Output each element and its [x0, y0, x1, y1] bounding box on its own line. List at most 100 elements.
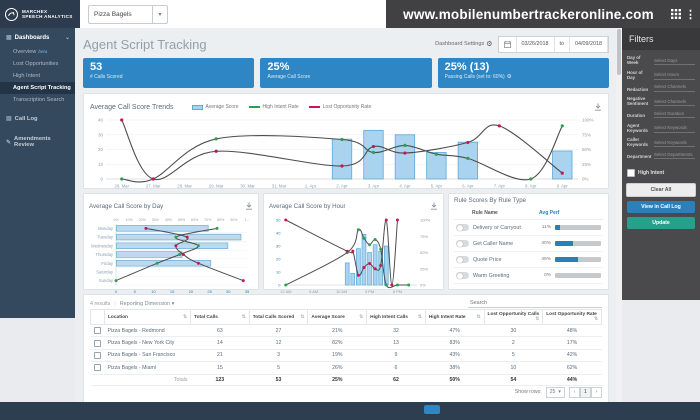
date-to-field[interactable]: 04/09/2018	[569, 36, 608, 52]
scrollbar-thumb[interactable]	[617, 29, 621, 75]
filter-select[interactable]: Select Channels	[654, 99, 695, 106]
view-in-call-log-button[interactable]: View in Call Log	[627, 200, 695, 213]
sidebar-item-overview[interactable]: Overview beta	[13, 49, 48, 55]
rows-per-page-select[interactable]: 25 ▾	[545, 386, 565, 398]
rule-toggle[interactable]	[456, 224, 469, 231]
apps-grid-icon[interactable]	[671, 9, 681, 19]
sort-icon[interactable]: ⇅	[535, 317, 540, 322]
sort-icon[interactable]: ⇅	[476, 314, 481, 320]
sort-icon[interactable]: ⇅	[300, 314, 305, 320]
row-checkbox[interactable]	[94, 327, 101, 335]
column-header[interactable]: High Intent Rate ⇅	[424, 309, 485, 325]
table-search-input[interactable]	[468, 299, 602, 308]
column-header[interactable]: Average Score ⇅	[307, 309, 368, 325]
svg-text:3 PM: 3 PM	[365, 289, 374, 294]
value-cell: 5	[484, 349, 543, 363]
vertical-scrollbar[interactable]	[616, 28, 622, 402]
sidebar-item-transcription-search[interactable]: Transcription Search	[13, 97, 65, 103]
totals-label: Totals	[104, 373, 191, 386]
update-button[interactable]: Update	[627, 216, 695, 229]
column-header[interactable]: High Intent Calls ⇅	[366, 309, 426, 325]
reporting-dimension-dropdown[interactable]: Reporting Dimension ▾	[119, 300, 175, 307]
brand-logo-block[interactable]: MARCHEX SPEECH ANALYTICS	[0, 0, 80, 28]
sort-icon[interactable]: ⇅	[417, 314, 422, 320]
sidebar-item-agent-script-tracking[interactable]: Agent Script Tracking	[0, 82, 75, 94]
gear-icon: ⚙	[486, 41, 493, 48]
rule-toggle[interactable]	[456, 256, 469, 263]
column-header[interactable]: Total Calls Scored ⇅	[248, 309, 309, 325]
rule-name: Warm Greeting	[473, 272, 510, 279]
column-header[interactable]: Location ⇅	[104, 309, 191, 325]
by-day-chart[interactable]: 0% 10% 20% 30% 40% 50% 60% 70% 80% 90% 1... 0 5 10 15 2…	[89, 215, 252, 295]
filter-label: Hour of Day	[627, 69, 643, 80]
sidebar-section-dashboards[interactable]: ▦ Dashboards ⌄	[0, 28, 75, 46]
prev-page-button[interactable]: ‹	[569, 386, 580, 398]
column-header[interactable]: Total Calls ⇅	[190, 309, 250, 325]
clear-all-button[interactable]: Clear All	[626, 182, 696, 197]
current-page[interactable]: 1	[580, 386, 591, 398]
svg-text:75%: 75%	[582, 132, 591, 137]
sort-icon[interactable]: ⇅	[182, 314, 187, 320]
filter-select[interactable]: Select Channels	[654, 84, 695, 92]
filter-field: Hour of Day Select Hours	[627, 70, 695, 80]
high-intent-filter[interactable]: High Intent	[622, 166, 700, 183]
high-intent-checkbox[interactable]	[627, 168, 635, 177]
by-hour-chart[interactable]: 0 10 20 30 40 50 0% 25% 50% 75% 100% 12 AM 5 AM 10 AM…	[269, 215, 437, 295]
download-icon[interactable]	[594, 98, 602, 116]
svg-text:50%: 50%	[420, 250, 428, 255]
svg-text:10: 10	[276, 270, 281, 275]
trends-title: Average Call Score Trends	[90, 103, 174, 111]
overflow-menu-icon[interactable]: ⋮	[685, 8, 696, 21]
sort-icon[interactable]: ⇅	[359, 314, 364, 320]
kpi-row: 53 # Calls Scored 25% Average Call Score…	[83, 58, 609, 88]
column-header[interactable]: Lost Opportunity Calls ⇅	[483, 309, 544, 325]
sidebar-item-high-intent[interactable]: High Intent	[13, 73, 41, 79]
rule-row: Warm Greeting 0%	[454, 268, 603, 284]
filter-select[interactable]: Select Departments	[654, 152, 695, 159]
sort-icon[interactable]: ⇅	[593, 317, 598, 322]
gear-icon[interactable]: ⚙	[506, 74, 512, 80]
filter-select[interactable]: Select Duration	[654, 111, 695, 118]
rule-toggle[interactable]	[456, 240, 469, 247]
date-from-field[interactable]: 03/26/2018	[515, 36, 555, 52]
next-page-button[interactable]: ›	[591, 386, 602, 398]
totals-row: Totals 123 53 25% 62 50% 54 44%	[90, 373, 602, 386]
filter-select[interactable]: Select Keywords	[654, 140, 695, 147]
value-cell: 48%	[542, 324, 602, 338]
footer-button[interactable]	[424, 405, 440, 414]
row-checkbox[interactable]	[94, 351, 101, 359]
rule-toggle[interactable]	[456, 272, 469, 279]
pagination: ‹ 1 ›	[569, 386, 602, 398]
svg-text:4. Apr: 4. Apr	[399, 184, 411, 189]
sidebar-item-amendments-review[interactable]: ✎ Amendments Review	[6, 136, 51, 148]
row-checkbox[interactable]	[94, 339, 101, 347]
date-range-picker[interactable]: 03/26/2018 to 04/09/2018	[497, 35, 609, 53]
sidebar-item-call-log[interactable]: ▤ Call Log	[6, 115, 38, 123]
svg-text:30: 30	[276, 244, 281, 249]
svg-text:20: 20	[189, 289, 194, 294]
sort-icon[interactable]: ⇅	[241, 314, 246, 320]
filter-label: Negative Sentiment	[627, 96, 649, 106]
column-header[interactable]: Lost Opportunity Rate ⇅	[542, 309, 602, 325]
download-icon[interactable]	[430, 197, 438, 215]
rule-scores-panel: Rule Scores By Rule Type Rule Name Avg P…	[448, 193, 609, 290]
download-icon[interactable]	[245, 197, 253, 215]
filter-label: Redaction	[627, 86, 649, 92]
rule-value: 49%	[541, 257, 551, 262]
calendar-icon	[499, 37, 516, 52]
filter-field: Department Select Departments	[627, 152, 695, 159]
filter-select[interactable]: Select Hours	[654, 72, 695, 80]
filter-select[interactable]: Select Keywords	[654, 125, 695, 133]
sidebar-item-lost-opportunities[interactable]: Lost Opportunities	[13, 61, 59, 67]
trends-panel: Average Call Score Trends Average Score …	[83, 93, 609, 189]
watermark-bar: www.mobilenumbertrackeronline.com ⋮	[386, 0, 700, 28]
account-selector[interactable]: Pizza Bagels ▾	[88, 5, 168, 24]
locations-table: Location ⇅ Total Calls ⇅ Total Calls Scored ⇅…	[90, 309, 602, 386]
filter-select[interactable]: Select Days	[654, 58, 695, 65]
location-cell: Pizza Bagels - New York City	[104, 336, 191, 350]
trends-chart[interactable]: 0 10 20 30 40 0% 25% 50% 75% 100% 26. Mar 27. Mar 28…	[90, 116, 602, 190]
row-checkbox[interactable]	[94, 364, 101, 372]
svg-text:0: 0	[278, 283, 281, 288]
svg-text:28. Mar: 28. Mar	[177, 184, 192, 189]
dashboard-settings-button[interactable]: Dashboard Settings ⚙	[435, 41, 493, 48]
